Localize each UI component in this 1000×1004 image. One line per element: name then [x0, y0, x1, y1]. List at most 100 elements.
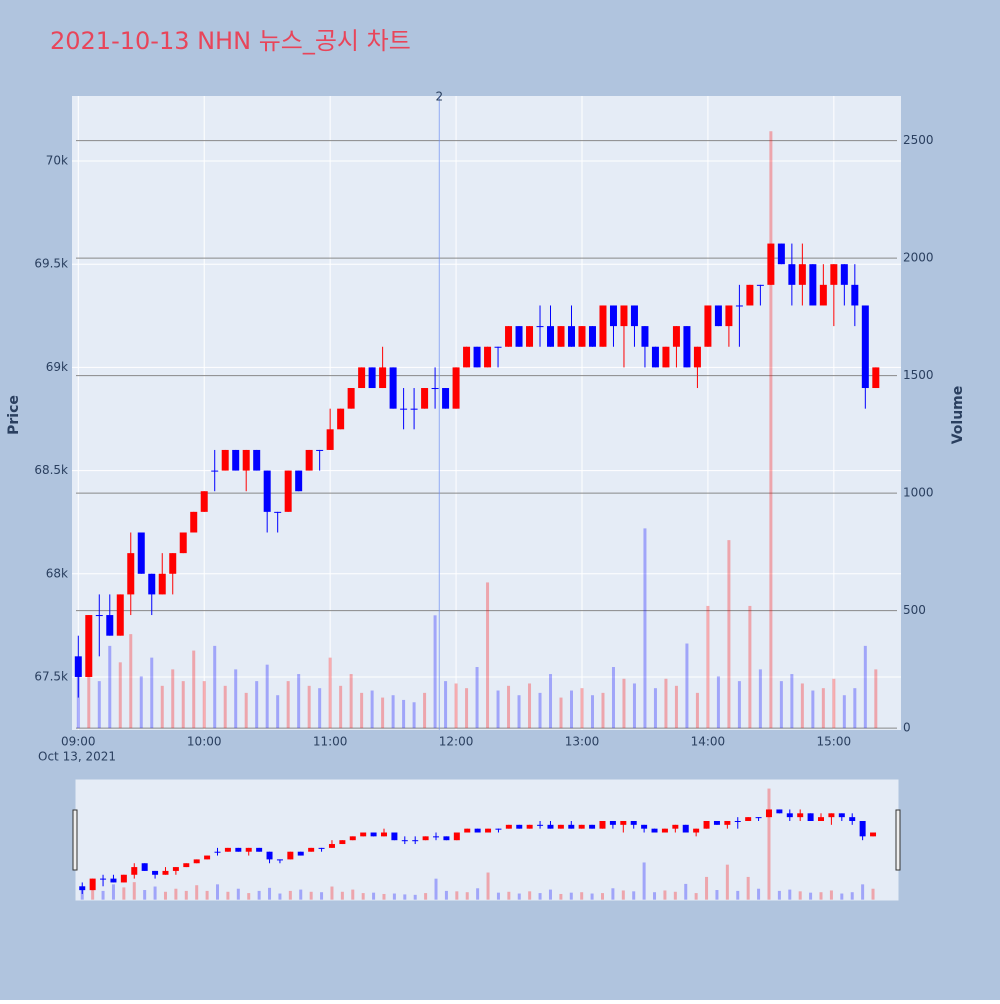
- mini-candle-body: [339, 840, 346, 845]
- mini-candle-body: [162, 870, 169, 875]
- volume-bar: [538, 692, 542, 729]
- mini-volume-bar: [548, 889, 552, 900]
- x-tick-label: 11:00: [313, 735, 348, 749]
- candle-body: [809, 264, 817, 306]
- mini-volume-bar: [673, 891, 677, 900]
- candle-body: [515, 326, 523, 347]
- volume-bar: [496, 690, 500, 729]
- mini-candle-body: [245, 847, 252, 852]
- candle-body: [368, 367, 376, 389]
- volume-bar: [402, 699, 406, 729]
- candle-body: [536, 326, 544, 328]
- mini-candle-body: [443, 836, 450, 841]
- mini-volume-bar: [757, 888, 761, 900]
- mini-volume-bar: [580, 892, 584, 900]
- candle-body: [725, 305, 733, 327]
- volume-bar: [737, 681, 741, 729]
- mini-candle-body: [328, 844, 335, 848]
- volume-bar: [328, 657, 332, 729]
- mini-volume-bar: [496, 892, 500, 900]
- volume-bar: [244, 692, 248, 729]
- candle-body: [379, 367, 387, 389]
- mini-volume-bar: [528, 891, 532, 900]
- mini-candle-body: [474, 828, 481, 833]
- mini-candle-body: [734, 820, 741, 822]
- mini-volume-bar: [861, 884, 865, 900]
- mini-candle-body: [183, 863, 190, 868]
- volume-bar: [528, 683, 532, 729]
- volume-bar: [139, 676, 143, 729]
- mini-volume-bar: [122, 887, 126, 900]
- mini-candle-body: [713, 820, 720, 825]
- range-slider[interactable]: [75, 779, 899, 901]
- mini-volume-bar: [434, 878, 438, 900]
- volume-bar: [412, 702, 416, 729]
- volume-bar: [727, 540, 731, 729]
- candle-body: [463, 346, 471, 368]
- mini-volume-bar: [559, 893, 563, 900]
- mini-candle-body: [849, 817, 856, 821]
- mini-volume-bar: [819, 892, 823, 900]
- volume-bar: [97, 681, 101, 729]
- candle-body: [735, 305, 743, 307]
- mini-candle-body: [172, 867, 179, 871]
- volume-bar: [517, 695, 521, 729]
- mini-volume-bar: [840, 893, 844, 900]
- mini-candle-body: [516, 824, 523, 829]
- candle-body: [756, 284, 764, 286]
- mini-volume-bar: [715, 890, 719, 900]
- volume-bar: [685, 643, 689, 729]
- mini-candle-body: [235, 847, 242, 852]
- candle-body: [599, 305, 607, 347]
- mini-candle-body: [745, 817, 752, 821]
- mini-volume-bar: [871, 888, 875, 900]
- volume-bar: [202, 681, 206, 729]
- volume-bar: [454, 683, 458, 729]
- volume-bar: [286, 681, 290, 729]
- candle-body: [431, 388, 439, 390]
- mini-volume-bar: [829, 890, 833, 900]
- candle-body: [337, 408, 345, 430]
- mini-candle-body: [193, 859, 200, 864]
- mini-candle-body: [609, 820, 616, 825]
- candle-body: [746, 284, 754, 306]
- candle-body: [609, 305, 617, 327]
- mini-volume-bar: [226, 891, 230, 900]
- mini-volume-bar: [392, 893, 396, 900]
- mini-volume-bar: [850, 892, 854, 900]
- mini-candle-body: [318, 847, 325, 849]
- mini-candle-body: [776, 809, 783, 814]
- mini-volume-bar: [340, 891, 344, 900]
- candle-body: [421, 388, 429, 409]
- volume-bar: [559, 697, 563, 729]
- volume-bar: [643, 528, 647, 729]
- mini-candle-body: [110, 878, 117, 883]
- candle-body: [819, 284, 827, 306]
- mini-volume-bar: [184, 890, 188, 900]
- range-handle[interactable]: [895, 809, 901, 871]
- volume-bar: [318, 688, 322, 729]
- volume-bar: [234, 669, 238, 729]
- candle-body: [588, 326, 596, 347]
- mini-volume-bar: [777, 890, 781, 900]
- x-date-label: Oct 13, 2021: [38, 750, 116, 764]
- volume-bar: [433, 615, 437, 729]
- mini-candle-body: [589, 824, 596, 829]
- volume-bar: [213, 645, 217, 729]
- volume-bar: [832, 678, 836, 729]
- y-tick-label: 68.5k: [34, 463, 68, 477]
- mini-candle-body: [370, 832, 377, 837]
- mini-candle-body: [401, 840, 408, 842]
- mini-candle-body: [838, 813, 845, 818]
- mini-candle-body: [661, 828, 668, 833]
- mini-volume-bar: [288, 890, 292, 900]
- volume-bar: [601, 692, 605, 729]
- volume-bar: [569, 690, 573, 729]
- mini-candle-body: [360, 832, 367, 837]
- volume-bar: [160, 685, 164, 729]
- range-handle[interactable]: [72, 809, 78, 871]
- mini-volume-bar: [611, 888, 615, 900]
- candle-body: [200, 491, 208, 512]
- candle-body: [578, 326, 586, 347]
- candle-body: [714, 305, 722, 327]
